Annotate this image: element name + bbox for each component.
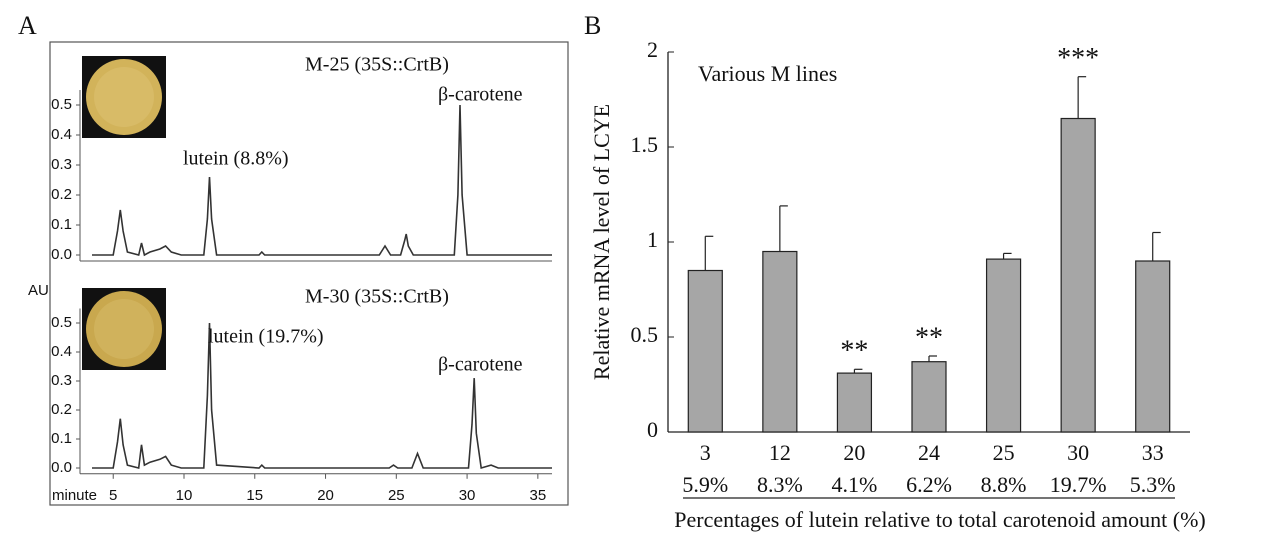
x-sublabel: 4.1% [832,472,878,497]
peak-label: lutein (19.7%) [208,326,324,348]
y-tick-label: 1 [647,227,658,252]
y-tick-label: 0 [647,417,658,442]
y-tick-label: 0.3 [51,372,72,389]
y-tick-label: 0.2 [51,186,72,203]
significance-label: ** [915,322,943,353]
x-tick-label: 12 [769,440,791,465]
y-tick-label: 1.5 [631,132,659,157]
x-tick-label: 25 [388,487,405,504]
x-sublabel: 8.3% [757,472,803,497]
peak-label: β-carotene [438,84,523,106]
x-tick-label: 25 [993,440,1015,465]
bar [911,361,947,433]
panel-label: B [584,11,601,40]
bar [687,269,723,433]
chart-title: M-25 (35S::CrtB) [305,54,449,76]
y-tick-label: 2 [647,37,658,62]
x-tick-label: 5 [109,487,117,504]
y-tick-label: 0.1 [51,216,72,233]
x-tick-label: 24 [918,440,940,465]
bar [762,250,798,433]
sample-photo [82,56,166,138]
y-tick-label: 0.4 [51,126,72,143]
x-tick-label: 10 [176,487,193,504]
bar [1135,260,1171,433]
significance-label: *** [1057,43,1099,74]
y-tick-label: 0.0 [51,459,72,476]
x-tick-label: 20 [317,487,334,504]
y-tick-label: 0.3 [51,156,72,173]
x-tick-label: 15 [246,487,263,504]
x-tick-label: 20 [843,440,865,465]
significance-label: ** [840,336,868,367]
x-sublabel: 5.3% [1130,472,1176,497]
bar [836,372,873,433]
y-tick-label: 0.5 [51,314,72,331]
chromatogram-trace [92,322,552,470]
y-tick-label: 0.2 [51,401,72,418]
chart-title: Various M lines [698,61,837,86]
x-axis-label: minute [52,487,97,504]
peak-label: β-carotene [438,354,523,376]
x-tick-label: 30 [459,487,476,504]
peak-label: lutein (8.8%) [183,148,289,170]
y-tick-label: 0.0 [51,246,72,263]
x-axis-label: Percentages of lutein relative to total … [674,507,1205,532]
x-tick-label: 35 [530,487,547,504]
y-tick-label: 0.5 [631,322,659,347]
x-sublabel: 19.7% [1050,472,1107,497]
y-axis-label: Relative mRNA level of LCYE [589,104,614,380]
sample-photo [82,288,166,370]
chart-title: M-30 (35S::CrtB) [305,286,449,308]
y-axis-label: AU [28,282,49,299]
x-tick-label: 3 [700,440,711,465]
y-tick-label: 0.4 [51,343,72,360]
x-tick-label: 33 [1142,440,1164,465]
panel-label: A [18,11,37,40]
panel-frame [49,41,569,506]
bar [1060,117,1096,433]
x-sublabel: 6.2% [906,472,952,497]
y-tick-label: 0.1 [51,430,72,447]
x-sublabel: 8.8% [981,472,1027,497]
bar [985,258,1022,433]
x-sublabel: 5.9% [682,472,728,497]
x-tick-label: 30 [1067,440,1089,465]
chromatogram-trace [92,104,552,257]
y-tick-label: 0.5 [51,96,72,113]
